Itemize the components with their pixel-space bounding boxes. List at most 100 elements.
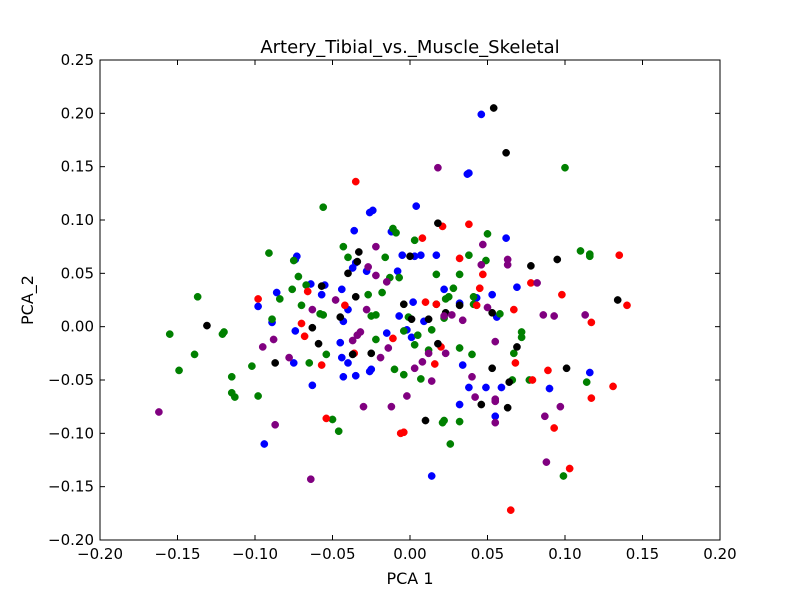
data-point [417, 375, 425, 383]
data-point [503, 255, 512, 264]
data-point [190, 350, 199, 359]
data-point [491, 418, 500, 427]
data-point [268, 315, 276, 324]
data-point [220, 328, 228, 336]
data-point [260, 440, 269, 448]
data-point [587, 394, 596, 402]
data-point [297, 319, 306, 328]
data-point [227, 372, 236, 381]
data-point [576, 247, 585, 255]
y-axis-ticks: −0.20 −0.15 −0.10 −0.05 0.00 0.05 0.10 0.15 0.20… [48, 51, 720, 549]
x-tick-label: −0.20 [77, 545, 123, 563]
data-point [544, 366, 552, 375]
data-point [381, 253, 390, 262]
data-point [432, 270, 441, 279]
data-point [497, 383, 506, 392]
data-point [308, 305, 317, 314]
data-point [468, 372, 476, 381]
data-point [424, 315, 433, 324]
data-point [488, 308, 496, 317]
data-point [289, 359, 298, 367]
data-point [303, 287, 312, 296]
data-point [449, 284, 458, 293]
data-point [581, 311, 590, 319]
data-point [513, 283, 521, 292]
data-point [561, 163, 569, 172]
x-tick-label: 0.00 [393, 545, 426, 563]
y-tick-label: 0.00 [61, 318, 94, 336]
data-point [517, 333, 526, 342]
data-point [322, 414, 331, 423]
data-point [410, 236, 419, 245]
data-point [509, 349, 518, 358]
data-point [550, 312, 559, 320]
data-point [446, 440, 455, 448]
data-point [528, 376, 537, 384]
data-point [334, 427, 343, 436]
data-point [491, 412, 500, 421]
data-point [231, 393, 239, 401]
data-point [427, 472, 436, 480]
data-point [291, 327, 300, 335]
data-point [556, 402, 565, 411]
data-point [348, 336, 357, 345]
data-point [372, 271, 380, 280]
data-point [469, 292, 478, 301]
data-point [421, 416, 430, 425]
data-point [539, 311, 548, 319]
y-axis-label: PCA_2 [18, 275, 38, 325]
data-point [362, 305, 371, 314]
x-axis-label: PCA 1 [386, 569, 433, 588]
data-point [441, 349, 450, 358]
data-point [395, 273, 403, 282]
data-point [355, 248, 363, 256]
data-point [413, 331, 422, 340]
data-point [444, 292, 453, 301]
data-point [317, 282, 326, 290]
data-point [587, 318, 596, 327]
data-point [491, 337, 500, 346]
data-point [351, 292, 360, 301]
data-point [271, 420, 279, 429]
data-point [511, 359, 520, 367]
data-point [559, 472, 568, 480]
data-point [399, 300, 408, 309]
data-point [502, 234, 510, 242]
data-point [372, 242, 380, 251]
x-tick-label: −0.10 [232, 545, 278, 563]
data-point [434, 219, 442, 228]
data-point [502, 148, 510, 157]
data-point [387, 402, 396, 411]
data-point [305, 359, 314, 367]
data-point [344, 253, 352, 262]
data-point [302, 281, 310, 289]
data-point [465, 383, 473, 392]
data-point [472, 301, 481, 310]
data-point [351, 177, 360, 186]
data-point [322, 350, 331, 359]
data-point [356, 328, 365, 336]
data-point [341, 301, 349, 310]
data-point [438, 418, 447, 427]
data-point [623, 301, 631, 310]
data-point [395, 312, 403, 320]
x-tick-label: −0.15 [155, 545, 201, 563]
data-point [336, 338, 345, 347]
data-point [269, 335, 278, 344]
data-point [465, 220, 473, 229]
data-point [506, 506, 515, 514]
data-point [319, 311, 328, 319]
data-point [475, 284, 484, 293]
data-point [364, 290, 372, 299]
data-point [336, 313, 345, 321]
data-point [353, 257, 362, 266]
data-point [319, 203, 328, 212]
data-point [410, 340, 419, 349]
data-point [368, 206, 377, 215]
data-point [465, 169, 473, 177]
data-point [399, 370, 408, 379]
data-point [477, 400, 486, 409]
data-point [271, 359, 279, 367]
data-point [407, 315, 416, 324]
